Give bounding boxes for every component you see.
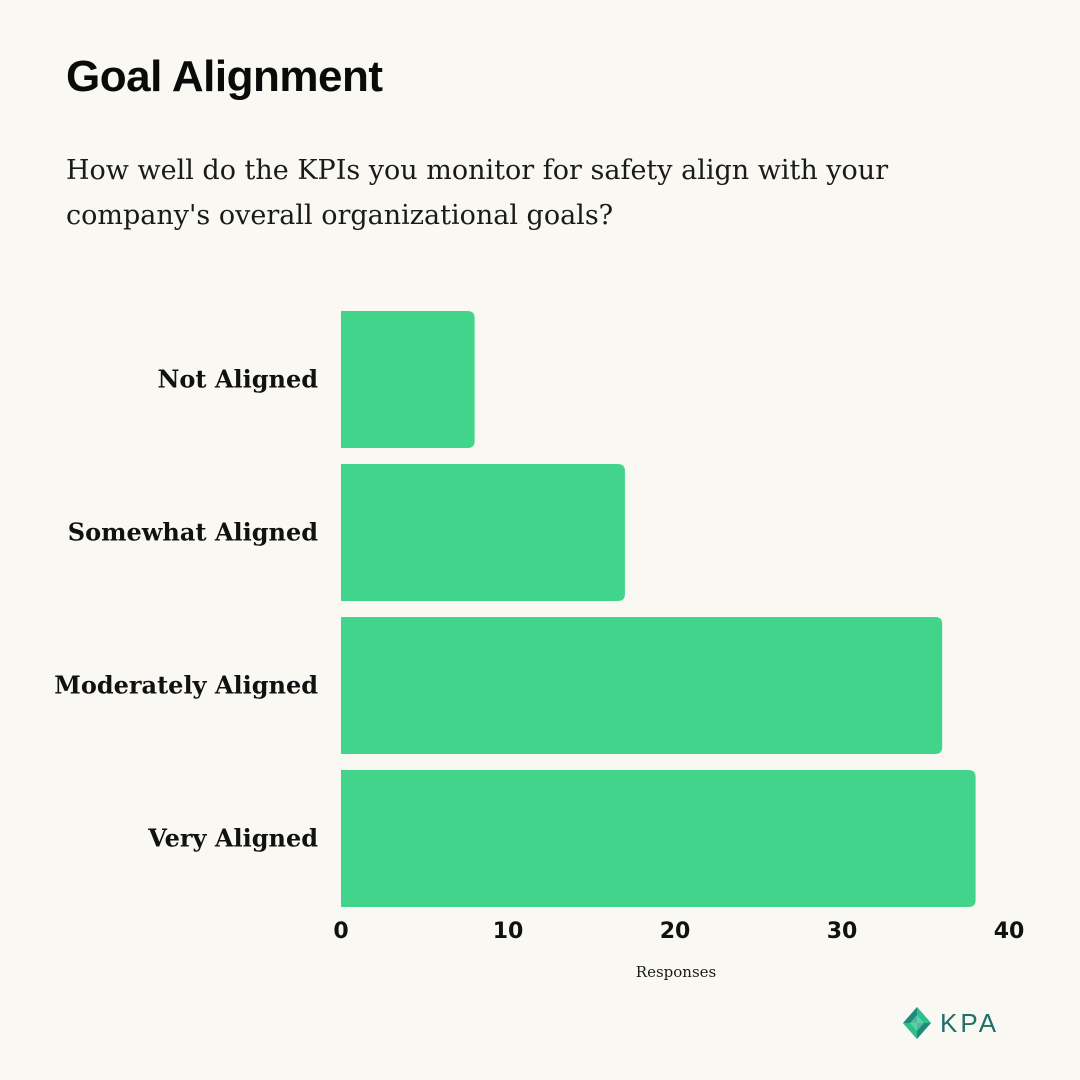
x-tick-label: 0	[333, 919, 348, 944]
category-label: Moderately Aligned	[54, 671, 318, 700]
chart-title: Goal Alignment	[66, 52, 383, 101]
x-tick-label: 10	[493, 919, 524, 944]
bar-not-aligned	[341, 311, 475, 448]
bar-very-aligned	[341, 770, 976, 907]
bars-group	[341, 311, 976, 907]
x-tick-label: 40	[994, 919, 1025, 944]
chart-subtitle: How well do the KPIs you monitor for saf…	[66, 155, 889, 231]
kpa-logo: KPA	[902, 1006, 999, 1040]
bar-somewhat-aligned	[341, 464, 625, 601]
category-label: Somewhat Aligned	[68, 518, 318, 547]
kpa-logo-text: KPA	[940, 1007, 1000, 1038]
x-axis-title: Responses	[636, 963, 716, 981]
category-label: Very Aligned	[147, 824, 318, 853]
x-axis-ticks: 0 10 20 30 40	[333, 919, 1024, 944]
kpa-diamond-logo-icon	[903, 1007, 931, 1039]
bar-moderately-aligned	[341, 617, 943, 754]
category-label: Not Aligned	[157, 365, 318, 394]
category-labels: Not Aligned Somewhat Aligned Moderately Al…	[54, 365, 318, 853]
x-tick-label: 20	[660, 919, 691, 944]
x-tick-label: 30	[827, 919, 858, 944]
